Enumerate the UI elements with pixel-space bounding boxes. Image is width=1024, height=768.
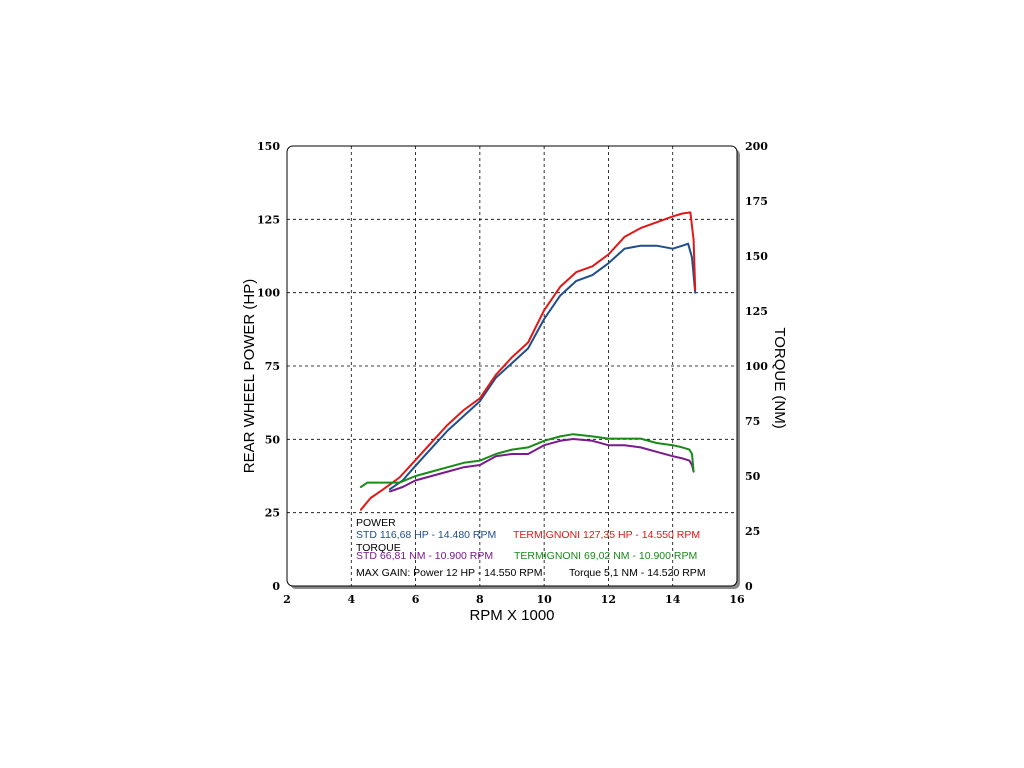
std-torque-line xyxy=(388,438,695,493)
legend-torque-header: TORQUE xyxy=(356,542,401,554)
y2-tick-label: 50 xyxy=(745,470,761,483)
tick-labels: 2 4 6 8 10 12 14 160255075100125150025507510012… xyxy=(257,140,768,606)
legend-std-power: STD 116,68 HP - 14.480 RPM xyxy=(356,529,496,541)
std-power-line xyxy=(388,242,697,491)
legend: POWER STD 116,68 HP - 14.480 RPM TERMIGN… xyxy=(356,517,706,579)
y2-tick-label: 25 xyxy=(745,525,760,538)
series-lines xyxy=(359,211,697,511)
x-tick-label: 2 xyxy=(283,593,291,606)
y2-tick-label: 75 xyxy=(745,415,760,428)
y-tick-label: 0 xyxy=(272,580,280,593)
x-tick-label: 8 xyxy=(476,593,484,606)
y-tick-label: 150 xyxy=(257,140,280,153)
legend-gain-torque: Torque 5,1 NM - 14.520 RPM xyxy=(569,567,706,579)
y-tick-label: 100 xyxy=(257,287,280,300)
y2-axis-title: TORQUE (NM) xyxy=(771,327,788,428)
y2-tick-label: 150 xyxy=(745,250,768,263)
legend-gain-power: MAX GAIN: Power 12 HP - 14.550 RPM xyxy=(356,567,543,579)
y-axis-title: REAR WHEEL POWER (HP) xyxy=(241,279,258,473)
y2-tick-label: 100 xyxy=(745,360,768,373)
legend-std-torque: STD 66,81 NM - 10.900 RPM xyxy=(356,550,493,562)
termignoni-power-line xyxy=(359,211,697,511)
legend-term-torque: TERMIGNONI 69,02 NM - 10.900 RPM xyxy=(514,550,697,562)
x-tick-label: 10 xyxy=(536,593,552,606)
legend-power-header: POWER xyxy=(356,517,396,529)
y2-tick-label: 175 xyxy=(745,195,768,208)
x-tick-label: 4 xyxy=(347,593,355,606)
x-tick-label: 16 xyxy=(729,593,745,606)
y-tick-label: 125 xyxy=(257,213,280,226)
y-tick-label: 75 xyxy=(265,360,280,373)
y2-tick-label: 200 xyxy=(745,140,768,153)
x-tick-label: 14 xyxy=(665,593,681,606)
x-tick-label: 12 xyxy=(601,593,616,606)
termignoni-torque-line xyxy=(359,433,695,488)
x-tick-label: 6 xyxy=(412,593,420,606)
y2-tick-label: 0 xyxy=(745,580,753,593)
x-axis-title: RPM X 1000 xyxy=(469,607,554,624)
y-tick-label: 50 xyxy=(265,433,281,446)
y2-tick-label: 125 xyxy=(745,305,768,318)
legend-term-power: TERMIGNONI 127,35 HP - 14.550 RPM xyxy=(513,529,700,541)
y-tick-label: 25 xyxy=(265,507,280,520)
